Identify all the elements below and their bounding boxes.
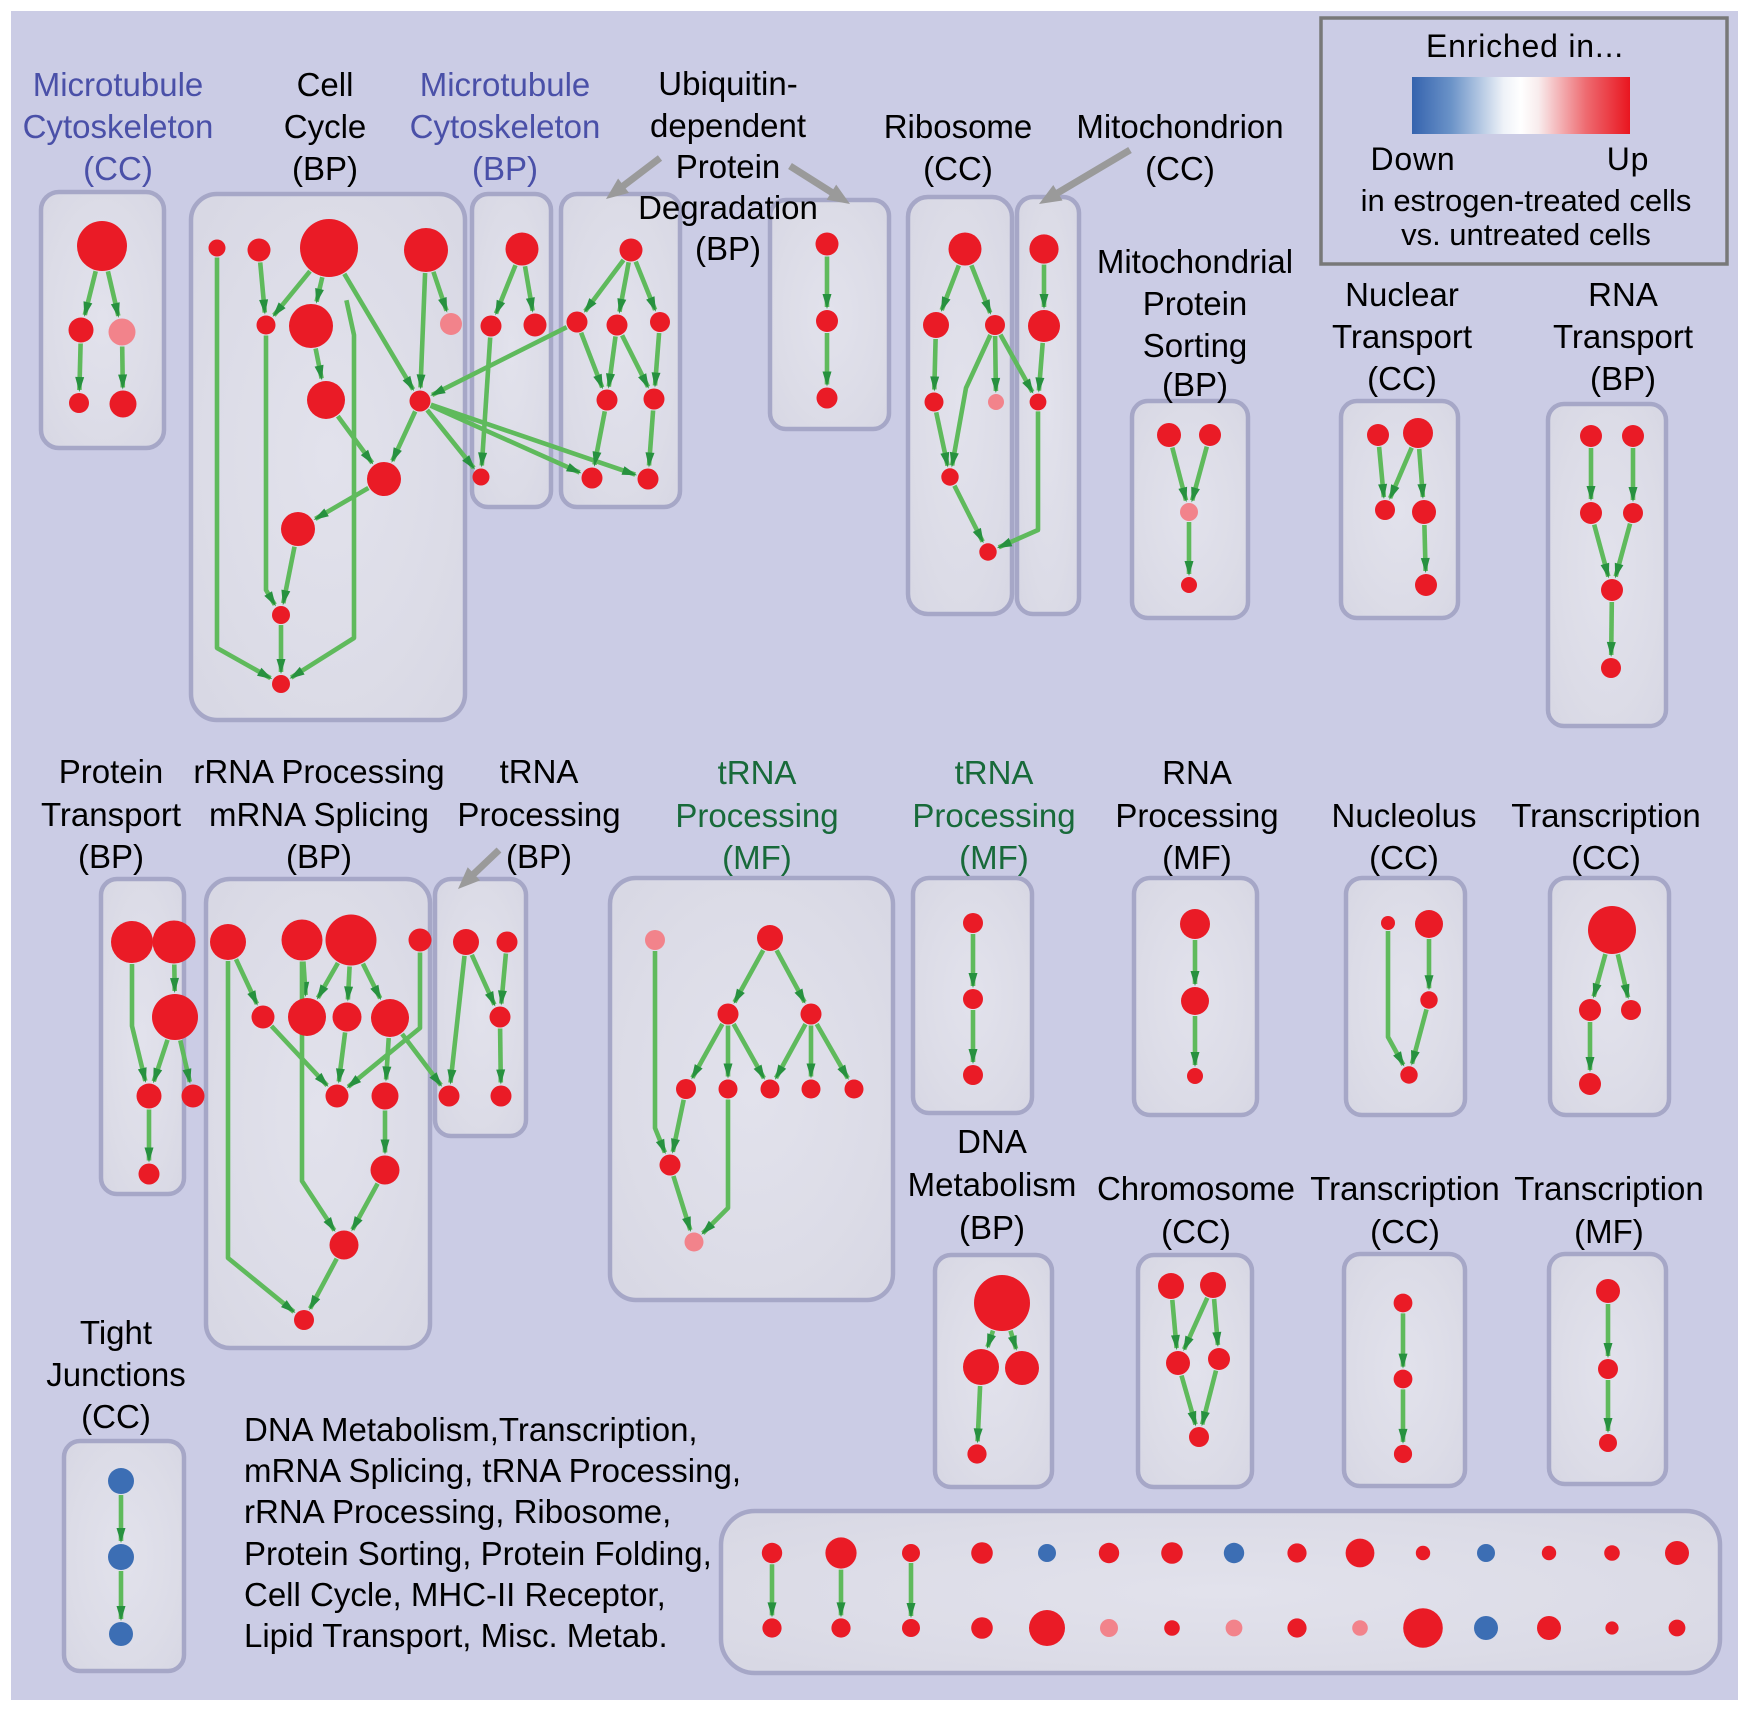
- svg-text:Degradation: Degradation: [638, 189, 818, 226]
- svg-text:Processing: Processing: [912, 797, 1075, 834]
- svg-text:Lipid Transport, Misc. Metab.: Lipid Transport, Misc. Metab.: [244, 1617, 668, 1654]
- svg-text:Nuclear: Nuclear: [1345, 276, 1459, 313]
- svg-text:Processing: Processing: [675, 797, 838, 834]
- svg-text:(BP): (BP): [1590, 360, 1656, 397]
- svg-text:(BP): (BP): [78, 838, 144, 875]
- svg-text:mRNA Splicing, tRNA Processing: mRNA Splicing, tRNA Processing,: [244, 1452, 741, 1489]
- svg-text:Cytoskeleton: Cytoskeleton: [410, 108, 601, 145]
- svg-text:(BP): (BP): [472, 150, 538, 187]
- svg-text:(CC): (CC): [1367, 360, 1437, 397]
- svg-text:Tight: Tight: [80, 1314, 152, 1351]
- svg-text:Processing: Processing: [1115, 797, 1278, 834]
- svg-text:Transport: Transport: [1553, 318, 1693, 355]
- svg-text:Protein: Protein: [59, 753, 164, 790]
- svg-text:Transcription: Transcription: [1511, 797, 1701, 834]
- svg-text:Sorting: Sorting: [1143, 327, 1248, 364]
- svg-text:(CC): (CC): [923, 150, 993, 187]
- svg-text:Nucleolus: Nucleolus: [1332, 797, 1477, 834]
- svg-text:(CC): (CC): [81, 1398, 151, 1435]
- svg-text:(BP): (BP): [286, 838, 352, 875]
- svg-text:Chromosome: Chromosome: [1097, 1170, 1295, 1207]
- svg-text:Down: Down: [1370, 141, 1455, 177]
- svg-text:Junctions: Junctions: [46, 1356, 185, 1393]
- svg-text:(CC): (CC): [1145, 150, 1215, 187]
- svg-text:(CC): (CC): [1161, 1213, 1231, 1250]
- svg-text:tRNA: tRNA: [500, 753, 579, 790]
- svg-text:Transport: Transport: [41, 796, 181, 833]
- svg-text:(CC): (CC): [83, 150, 153, 187]
- svg-text:Cell Cycle, MHC-II Receptor,: Cell Cycle, MHC-II Receptor,: [244, 1576, 666, 1613]
- svg-text:(MF): (MF): [1574, 1213, 1644, 1250]
- svg-text:Cytoskeleton: Cytoskeleton: [23, 108, 214, 145]
- svg-text:(CC): (CC): [1571, 839, 1641, 876]
- svg-text:vs. untreated cells: vs. untreated cells: [1401, 217, 1651, 252]
- svg-text:Up: Up: [1607, 141, 1650, 177]
- svg-text:rRNA Processing, Ribosome,: rRNA Processing, Ribosome,: [244, 1493, 671, 1530]
- svg-text:(BP): (BP): [695, 230, 761, 267]
- svg-text:tRNA: tRNA: [718, 754, 797, 791]
- svg-text:Protein Sorting, Protein Foldi: Protein Sorting, Protein Folding,: [244, 1535, 712, 1572]
- svg-text:in estrogen-treated cells: in estrogen-treated cells: [1361, 183, 1692, 218]
- svg-text:Processing: Processing: [457, 796, 620, 833]
- svg-text:Ubiquitin-: Ubiquitin-: [658, 65, 797, 102]
- svg-text:DNA Metabolism,Transcription,: DNA Metabolism,Transcription,: [244, 1411, 698, 1448]
- svg-text:Microtubule: Microtubule: [420, 66, 591, 103]
- svg-text:(CC): (CC): [1370, 1213, 1440, 1250]
- svg-text:RNA: RNA: [1162, 754, 1232, 791]
- svg-text:Protein: Protein: [1143, 285, 1248, 322]
- svg-text:Ribosome: Ribosome: [884, 108, 1033, 145]
- svg-text:(MF): (MF): [722, 839, 792, 876]
- svg-text:(BP): (BP): [1162, 366, 1228, 403]
- svg-text:Mitochondrion: Mitochondrion: [1076, 108, 1283, 145]
- svg-text:(BP): (BP): [506, 838, 572, 875]
- svg-text:rRNA Processing: rRNA Processing: [193, 753, 444, 790]
- svg-text:Cell: Cell: [297, 66, 354, 103]
- svg-text:(MF): (MF): [959, 839, 1029, 876]
- svg-text:RNA: RNA: [1588, 276, 1658, 313]
- svg-text:(MF): (MF): [1162, 839, 1232, 876]
- svg-text:DNA: DNA: [957, 1123, 1027, 1160]
- svg-text:Protein: Protein: [676, 148, 781, 185]
- svg-text:(BP): (BP): [959, 1209, 1025, 1246]
- svg-text:Transcription: Transcription: [1310, 1170, 1500, 1207]
- svg-text:Mitochondrial: Mitochondrial: [1097, 243, 1293, 280]
- svg-text:Cycle: Cycle: [284, 108, 367, 145]
- svg-text:Enriched in...: Enriched in...: [1426, 28, 1624, 64]
- svg-text:mRNA Splicing: mRNA Splicing: [209, 796, 429, 833]
- svg-text:Transport: Transport: [1332, 318, 1472, 355]
- svg-text:(CC): (CC): [1369, 839, 1439, 876]
- svg-text:Metabolism: Metabolism: [908, 1166, 1077, 1203]
- svg-text:Microtubule: Microtubule: [33, 66, 204, 103]
- svg-text:Transcription: Transcription: [1514, 1170, 1704, 1207]
- svg-text:tRNA: tRNA: [955, 754, 1034, 791]
- svg-text:(BP): (BP): [292, 150, 358, 187]
- svg-text:dependent: dependent: [650, 107, 806, 144]
